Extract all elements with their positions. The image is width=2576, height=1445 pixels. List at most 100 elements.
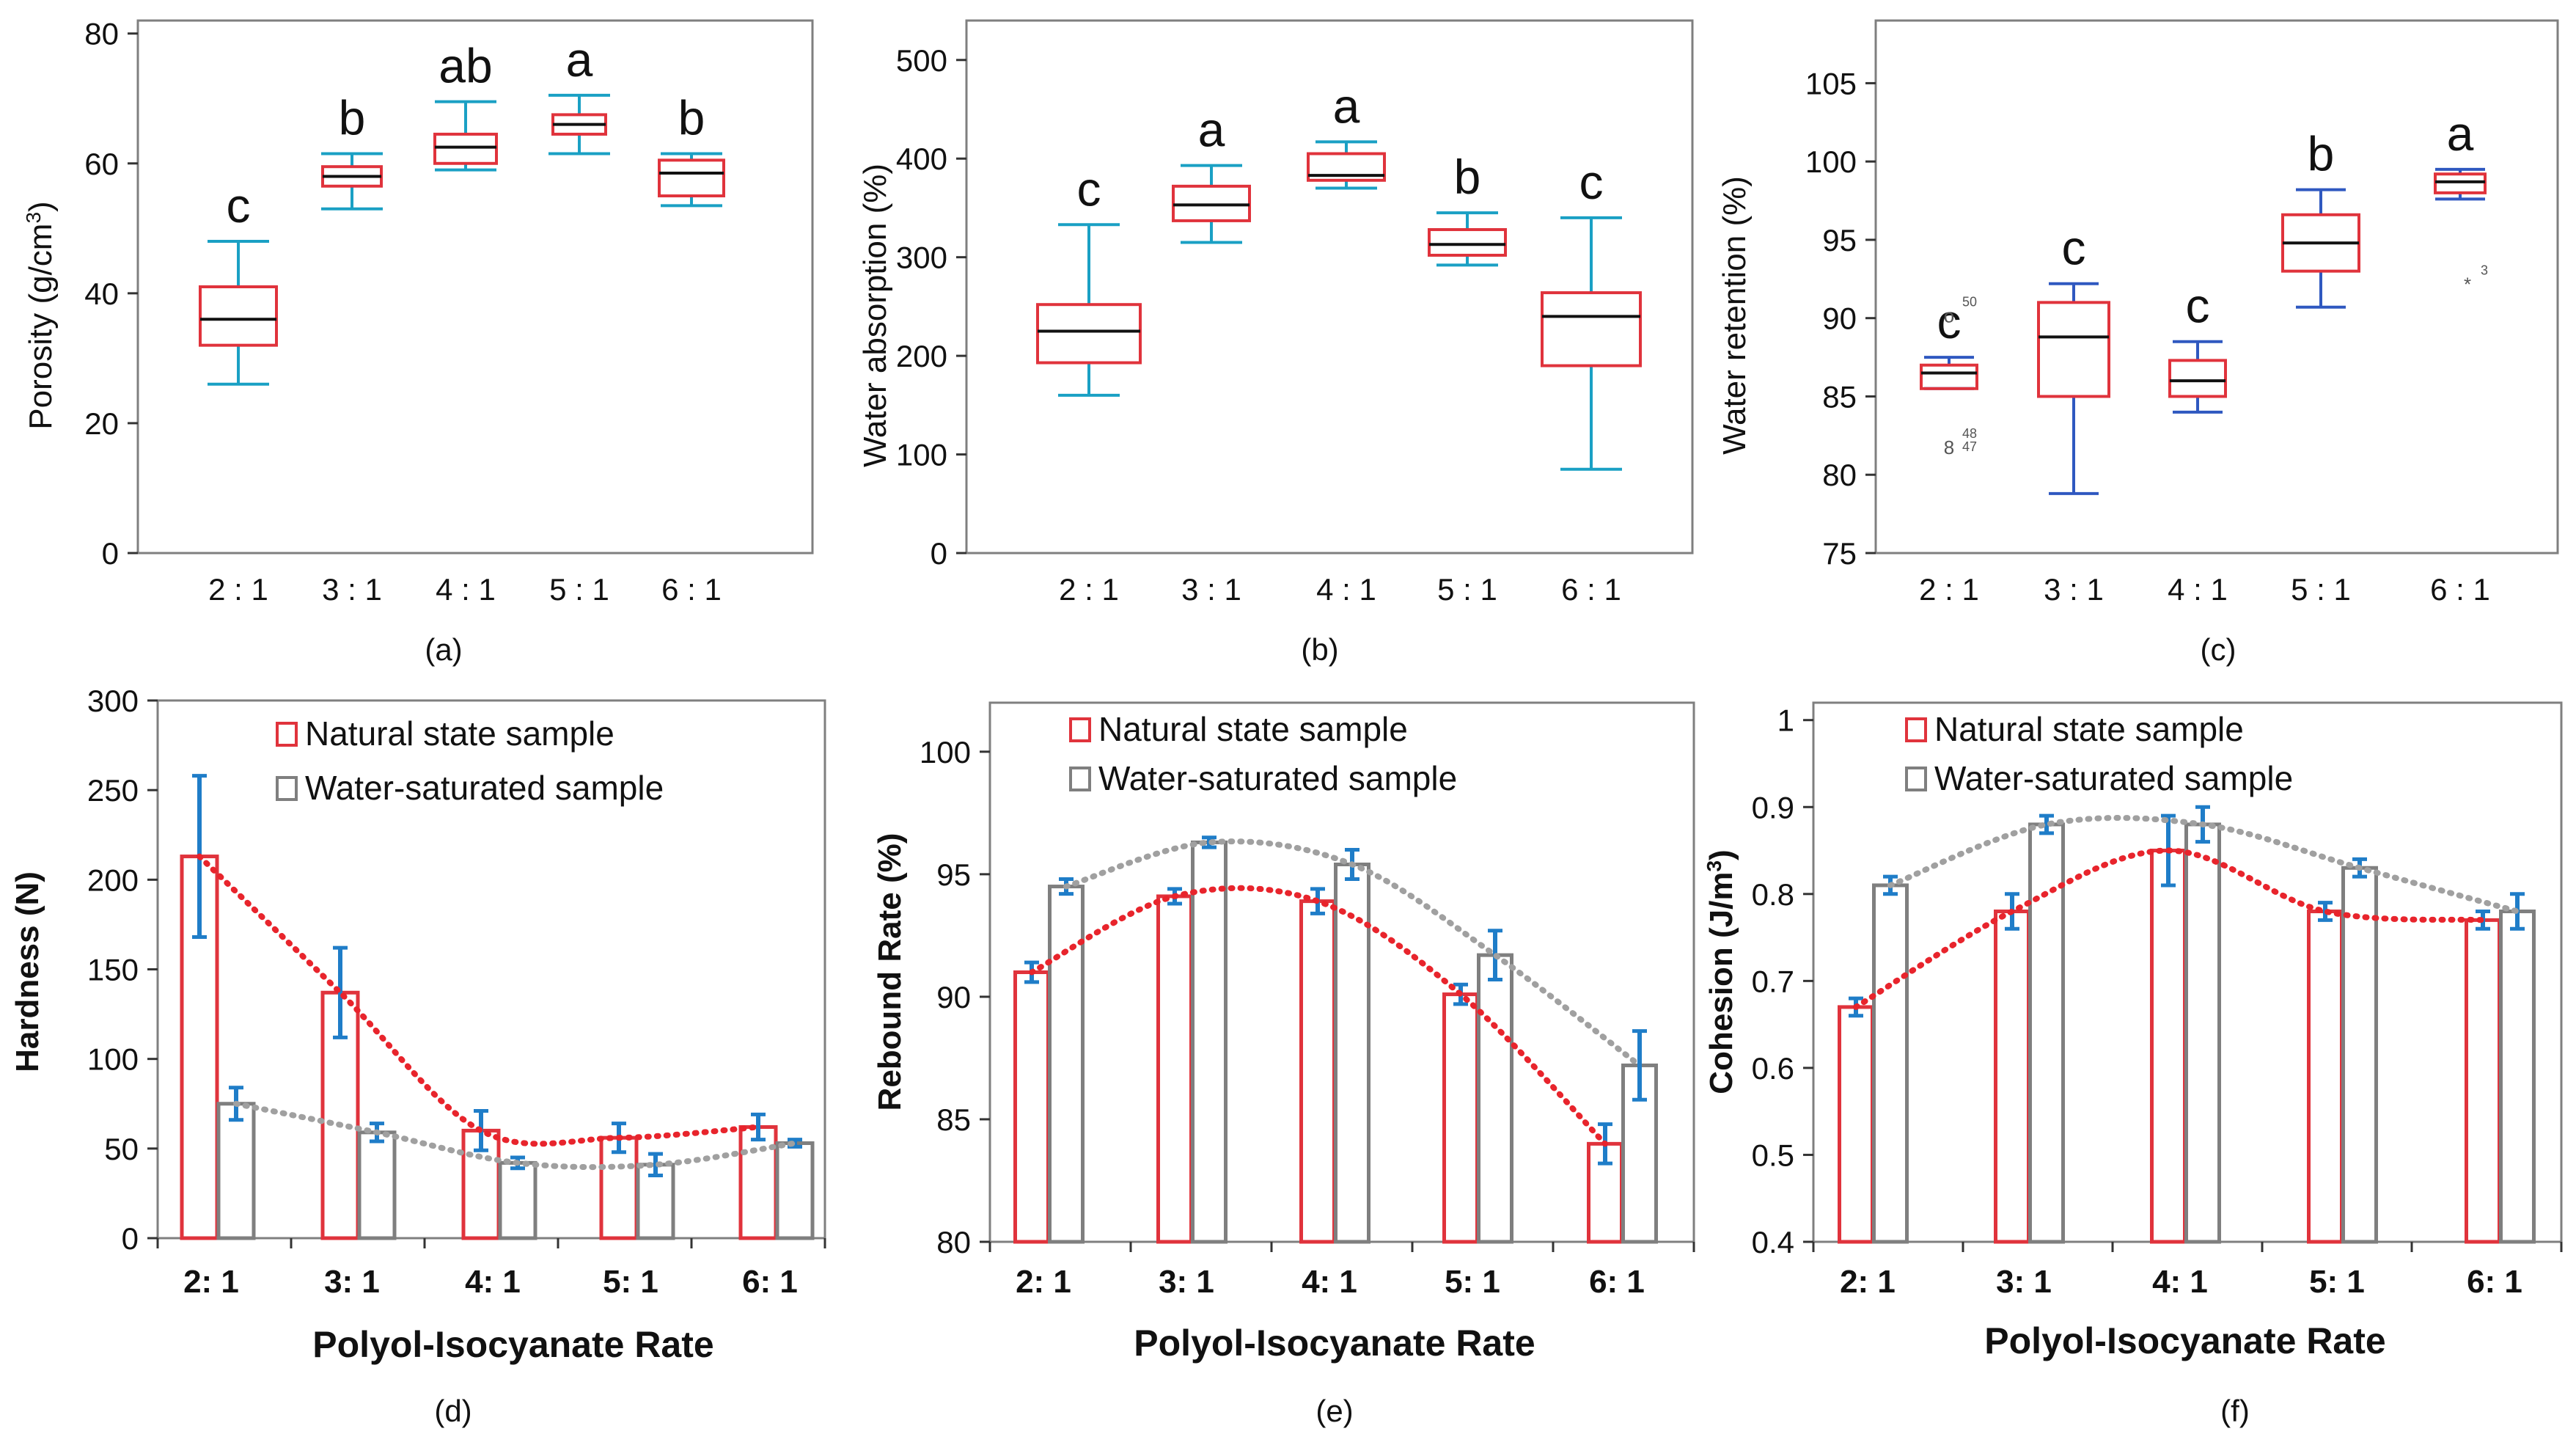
category-label: 4 : 1 bbox=[436, 572, 496, 607]
bar-water-saturated bbox=[1334, 863, 1370, 1244]
trend-natural bbox=[1029, 885, 1608, 1147]
box-iqr bbox=[2434, 172, 2487, 194]
panel-d-xlabel: Polyol-Isocyanate Rate bbox=[312, 1324, 713, 1365]
box-iqr bbox=[1172, 184, 1251, 222]
legend-label-natural: Natural state sample bbox=[305, 714, 614, 753]
bar-natural bbox=[1838, 1005, 1874, 1244]
category-label: 4 : 1 bbox=[2168, 572, 2228, 607]
panel-e-ytick-label: 80 bbox=[936, 1225, 971, 1259]
significance-letter: b bbox=[2308, 127, 2335, 181]
bar-water-saturated bbox=[2184, 822, 2221, 1244]
bar-natural bbox=[1994, 910, 2030, 1244]
category-label: 5 : 1 bbox=[1437, 572, 1497, 607]
significance-letter: c bbox=[2062, 221, 2086, 275]
outlier-marker: o bbox=[1944, 304, 1954, 326]
panel-f-ytick-label: 0.4 bbox=[1752, 1225, 1794, 1259]
significance-letter: c bbox=[227, 178, 251, 233]
outlier-marker: 8 bbox=[1944, 436, 1954, 458]
panel-b-ytick-label: 300 bbox=[896, 241, 947, 275]
outlier-label: 50 bbox=[1962, 294, 1977, 309]
legend-swatch-water bbox=[276, 776, 298, 801]
bar-water-saturated bbox=[1477, 953, 1513, 1244]
panel-f-caption: (f) bbox=[2220, 1394, 2250, 1428]
bar-water-saturated bbox=[1872, 883, 1909, 1244]
trend-water-saturated bbox=[1063, 838, 1643, 1069]
panel-a-ytick-label: 40 bbox=[84, 277, 119, 311]
category-label: 3 : 1 bbox=[322, 572, 382, 607]
trend-natural bbox=[197, 853, 761, 1147]
panel-c-frame bbox=[1874, 19, 2559, 555]
box-iqr bbox=[1036, 303, 1142, 365]
outlier-label: 48 bbox=[1962, 426, 1977, 441]
panel-c-ytick-label: 85 bbox=[1822, 379, 1857, 414]
box-iqr bbox=[433, 132, 498, 165]
panel-c-ytick-label: 90 bbox=[1822, 301, 1857, 336]
category-label: 5: 1 bbox=[2309, 1264, 2365, 1300]
bar-water-saturated bbox=[775, 1141, 815, 1240]
panel-e-ytick-label: 90 bbox=[936, 980, 971, 1014]
significance-letter: a bbox=[2447, 106, 2474, 161]
outlier-label: 3 bbox=[2481, 263, 2488, 278]
box-iqr bbox=[1920, 363, 1978, 390]
panel-f-ytick-label: 0.7 bbox=[1752, 964, 1794, 998]
box-iqr bbox=[1541, 291, 1642, 367]
category-label: 2 : 1 bbox=[1919, 572, 1979, 607]
bar-natural bbox=[2465, 918, 2501, 1244]
panel-b-caption: (b) bbox=[1301, 632, 1338, 667]
category-label: 2 : 1 bbox=[208, 572, 268, 607]
outlier-label: 47 bbox=[1962, 439, 1977, 454]
panel-e-ytick-label: 85 bbox=[936, 1102, 971, 1137]
significance-letter: b bbox=[339, 91, 366, 145]
significance-letter: a bbox=[566, 32, 593, 87]
category-label: 4 : 1 bbox=[1316, 572, 1376, 607]
panel-b-ylabel: Water absorption (%) bbox=[857, 164, 893, 467]
panel-d-ytick-label: 250 bbox=[87, 773, 139, 808]
category-label: 6 : 1 bbox=[661, 572, 722, 607]
panel-c: Water retention (%) (c) bbox=[1717, 19, 2559, 667]
panel-f-ytick-label: 0.6 bbox=[1752, 1051, 1794, 1086]
category-label: 3 : 1 bbox=[2044, 572, 2104, 607]
box-iqr bbox=[2037, 301, 2110, 398]
bar-natural bbox=[2307, 910, 2344, 1244]
panel-c-ytick-label: 100 bbox=[1805, 144, 1857, 179]
bar-water-saturated bbox=[2341, 866, 2378, 1244]
panel-b: Water absorption (%) (b) bbox=[857, 19, 1694, 667]
significance-letter: b bbox=[678, 91, 705, 145]
box-iqr bbox=[658, 158, 725, 198]
panel-f-ytick-label: 0.5 bbox=[1752, 1138, 1794, 1172]
panel-d-caption: (d) bbox=[434, 1394, 471, 1428]
bar-water-saturated bbox=[2499, 910, 2536, 1244]
bar-water-saturated bbox=[2028, 822, 2065, 1244]
legend-swatch-natural bbox=[1905, 717, 1927, 742]
bar-water-saturated bbox=[357, 1130, 397, 1240]
legend-swatch-water bbox=[1905, 767, 1927, 791]
legend-label-water: Water-saturated sample bbox=[305, 769, 664, 807]
panel-d-ytick-label: 100 bbox=[87, 1042, 139, 1077]
bar-natural bbox=[1299, 899, 1336, 1244]
legend-label-water: Water-saturated sample bbox=[1098, 759, 1457, 797]
bar-water-saturated bbox=[1048, 885, 1085, 1244]
panel-d-ytick-label: 300 bbox=[87, 684, 139, 718]
legend-swatch-water bbox=[1069, 767, 1091, 791]
panel-a: Porosity (g/cm3) (a) bbox=[22, 19, 814, 667]
bar-water-saturated bbox=[498, 1160, 537, 1240]
panel-d-ytick-label: 50 bbox=[104, 1132, 139, 1166]
category-label: 2: 1 bbox=[1840, 1264, 1896, 1300]
legend-swatch-natural bbox=[1069, 717, 1091, 742]
panel-f-xlabel: Polyol-Isocyanate Rate bbox=[1984, 1320, 2385, 1361]
significance-letter: c bbox=[2186, 279, 2210, 333]
panel-a-ytick-label: 0 bbox=[102, 536, 119, 571]
category-label: 4: 1 bbox=[465, 1264, 521, 1300]
category-label: 2: 1 bbox=[183, 1264, 239, 1300]
category-label: 5 : 1 bbox=[2291, 572, 2351, 607]
category-label: 6: 1 bbox=[742, 1264, 798, 1300]
panel-a-caption: (a) bbox=[425, 632, 462, 667]
category-label: 2 : 1 bbox=[1059, 572, 1119, 607]
box-iqr bbox=[199, 285, 278, 347]
box-iqr bbox=[2168, 359, 2227, 398]
panel-a-ytick-label: 20 bbox=[84, 406, 119, 441]
category-label: 6: 1 bbox=[1589, 1264, 1645, 1300]
panel-c-ytick-label: 80 bbox=[1822, 458, 1857, 492]
panel-f-ytick-label: 1 bbox=[1777, 703, 1794, 738]
